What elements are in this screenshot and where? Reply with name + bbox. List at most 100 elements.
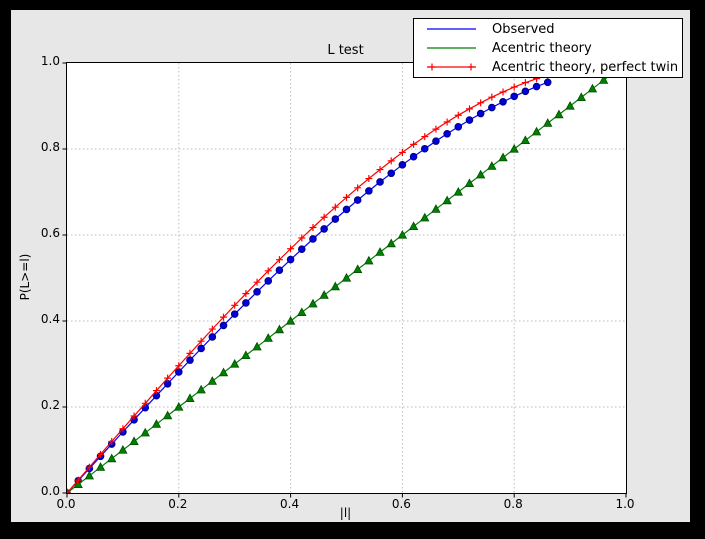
marker-plus-acentric-theory-perfect-twin (320, 213, 328, 221)
marker-plus-acentric-theory-perfect-twin (141, 399, 149, 407)
marker-triangle-acentric-theory (453, 186, 463, 196)
marker-triangle-acentric-theory (174, 401, 184, 411)
marker-plus-acentric-theory-perfect-twin (365, 175, 373, 183)
marker-circle-observed (242, 299, 250, 307)
marker-circle-observed (342, 205, 351, 214)
marker-triangle-acentric-theory (84, 470, 95, 480)
marker-plus-acentric-theory-perfect-twin (231, 301, 239, 309)
marker-plus-acentric-theory-perfect-twin (85, 463, 93, 471)
marker-triangle-acentric-theory (218, 367, 229, 377)
marker-triangle-acentric-theory (520, 135, 531, 144)
marker-plus-acentric-theory-perfect-twin (510, 83, 518, 91)
legend-item-observed: Observed (414, 20, 682, 39)
marker-triangle-acentric-theory (140, 427, 150, 437)
marker-circle-observed (488, 103, 496, 112)
marker-plus-acentric-theory-perfect-twin (410, 140, 418, 148)
series-group (67, 63, 626, 493)
legend-label-observed: Observed (492, 21, 555, 37)
marker-circle-observed (286, 255, 295, 264)
marker-triangle-acentric-theory (73, 479, 83, 488)
marker-plus-acentric-theory-perfect-twin (220, 313, 228, 321)
marker-circle-observed (365, 187, 373, 195)
y-tick-label: 0.8 (40, 140, 60, 154)
legend-label-perfect-twin: Acentric theory, perfect twin (492, 59, 679, 75)
marker-plus-acentric-theory-perfect-twin (354, 184, 362, 192)
marker-circle-observed (331, 215, 340, 223)
marker-triangle-acentric-theory (129, 436, 139, 445)
marker-plus-acentric-theory-perfect-twin (387, 157, 395, 165)
marker-circle-observed (532, 82, 541, 91)
marker-triangle-acentric-theory (598, 75, 609, 84)
marker-triangle-acentric-theory (364, 255, 374, 265)
marker-plus-acentric-theory-perfect-twin (521, 79, 529, 87)
legend-label-acentric-theory: Acentric theory (492, 40, 592, 56)
marker-triangle-acentric-theory (509, 143, 519, 153)
marker-triangle-acentric-theory (263, 333, 273, 342)
legend-line-sample-acentric-theory (427, 47, 476, 49)
x-tick-label: 0.0 (56, 497, 76, 511)
chart (62, 62, 627, 498)
y-tick-label: 0.0 (40, 484, 60, 498)
marker-triangle-acentric-theory (554, 109, 564, 119)
marker-plus-acentric-theory-perfect-twin (186, 349, 194, 357)
marker-triangle-acentric-theory (531, 126, 542, 136)
marker-circle-observed (499, 97, 507, 106)
plot-area (62, 62, 627, 498)
marker-plus-acentric-theory-perfect-twin (119, 425, 127, 433)
marker-plus-acentric-theory-perfect-twin (432, 125, 440, 133)
legend-sample-plus-marker (467, 63, 475, 71)
marker-triangle-acentric-theory (464, 178, 475, 187)
marker-plus-acentric-theory-perfect-twin (197, 337, 205, 345)
marker-triangle-acentric-theory (408, 221, 419, 230)
legend: Observed Acentric theory Acentric theory… (413, 18, 683, 78)
legend-line-sample-observed (427, 28, 476, 30)
y-axis-label: P(L>=l) (18, 253, 32, 301)
x-tick-label: 0.8 (503, 497, 523, 511)
x-tick-label: 0.4 (280, 497, 300, 511)
marker-circle-observed (465, 116, 474, 124)
legend-item-perfect-twin: Acentric theory, perfect twin (414, 58, 682, 77)
marker-circle-observed (510, 92, 519, 101)
marker-circle-observed (320, 225, 328, 233)
marker-triangle-acentric-theory (487, 161, 497, 170)
marker-plus-acentric-theory-perfect-twin (130, 412, 138, 420)
marker-plus-acentric-theory-perfect-twin (398, 148, 406, 156)
marker-triangle-acentric-theory (576, 92, 586, 101)
marker-triangle-acentric-theory (207, 376, 218, 385)
marker-triangle-acentric-theory (230, 358, 240, 368)
marker-triangle-acentric-theory (252, 341, 262, 351)
marker-triangle-acentric-theory (587, 83, 598, 93)
marker-triangle-acentric-theory (397, 229, 408, 239)
marker-circle-observed (208, 333, 217, 341)
marker-triangle-acentric-theory (151, 419, 162, 428)
marker-triangle-acentric-theory (95, 462, 106, 471)
marker-circle-observed (443, 129, 451, 138)
marker-circle-observed (521, 87, 530, 96)
marker-circle-observed (398, 161, 407, 169)
marker-circle-observed (353, 196, 362, 204)
marker-triangle-acentric-theory (297, 307, 307, 316)
marker-circle-observed (376, 178, 384, 186)
marker-plus-acentric-theory-perfect-twin (477, 99, 485, 107)
marker-plus-acentric-theory-perfect-twin (97, 450, 105, 458)
marker-circle-observed (420, 144, 429, 153)
marker-triangle-acentric-theory (185, 393, 195, 402)
marker-circle-observed (230, 310, 239, 318)
marker-circle-observed (476, 109, 485, 118)
marker-plus-acentric-theory-perfect-twin (175, 362, 183, 370)
y-tick-label: 1.0 (40, 54, 60, 68)
marker-plus-acentric-theory-perfect-twin (253, 278, 261, 286)
marker-triangle-acentric-theory (565, 100, 575, 110)
figure-canvas: L test |l| P(L>=l) Observed Acentric the… (11, 10, 690, 522)
marker-triangle-acentric-theory (319, 290, 329, 299)
marker-triangle-acentric-theory (386, 238, 396, 248)
marker-plus-acentric-theory-perfect-twin (488, 93, 496, 101)
marker-circle-observed (253, 288, 261, 296)
y-tick-label: 0.6 (40, 226, 60, 240)
marker-plus-acentric-theory-perfect-twin (242, 290, 250, 298)
marker-circle-observed (186, 356, 194, 364)
marker-plus-acentric-theory-perfect-twin (74, 476, 82, 484)
marker-circle-observed (309, 235, 317, 243)
marker-triangle-acentric-theory (330, 281, 340, 291)
marker-plus-acentric-theory-perfect-twin (443, 118, 451, 126)
